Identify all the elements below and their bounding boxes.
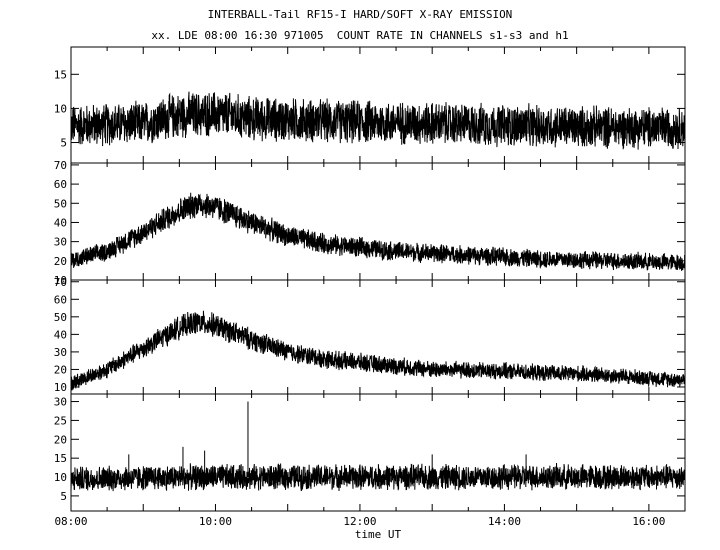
- x-tick-label: 14:00: [488, 515, 521, 528]
- y-tick-label: 30: [54, 346, 67, 359]
- y-tick-label: 30: [54, 236, 67, 249]
- x-tick-label: 16:00: [632, 515, 665, 528]
- data-series-line: [70, 310, 686, 391]
- y-tick-label: 20: [54, 433, 67, 446]
- y-tick-label: 10: [54, 471, 67, 484]
- y-tick-label: 70: [54, 159, 67, 172]
- y-tick-label: 20: [54, 363, 67, 376]
- y-tick-label: 10: [54, 102, 67, 115]
- x-axis-label: time UT: [355, 528, 402, 541]
- x-tick-label: 08:00: [54, 515, 87, 528]
- y-tick-label: 10: [54, 381, 67, 394]
- y-tick-label: 50: [54, 311, 67, 324]
- x-tick-label: 10:00: [199, 515, 232, 528]
- y-tick-label: 15: [54, 452, 67, 465]
- y-tick-label: 5: [60, 490, 67, 503]
- y-tick-label: 5: [60, 137, 67, 150]
- panel-frame: [70, 393, 686, 512]
- y-tick-label: 10: [54, 274, 67, 287]
- y-tick-label: 60: [54, 293, 67, 306]
- y-tick-label: 60: [54, 178, 67, 191]
- y-tick-label: 40: [54, 328, 67, 341]
- y-tick-label: 50: [54, 197, 67, 210]
- y-tick-label: 40: [54, 216, 67, 229]
- data-series-line: [70, 192, 686, 271]
- data-series-line: [70, 462, 686, 492]
- x-tick-label: 12:00: [343, 515, 376, 528]
- chart-title: INTERBALL-Tail RF15-I HARD/SOFT X-RAY EM…: [207, 8, 513, 21]
- y-tick-label: 15: [54, 68, 67, 81]
- y-tick-label: 30: [54, 396, 67, 409]
- data-series-line: [70, 91, 686, 150]
- y-tick-label: 25: [54, 414, 67, 427]
- chart-subtitle: xx. LDE 08:00 16:30 971005 COUNT RATE IN…: [151, 29, 569, 42]
- y-tick-label: 70: [54, 276, 67, 289]
- y-tick-label: 20: [54, 255, 67, 268]
